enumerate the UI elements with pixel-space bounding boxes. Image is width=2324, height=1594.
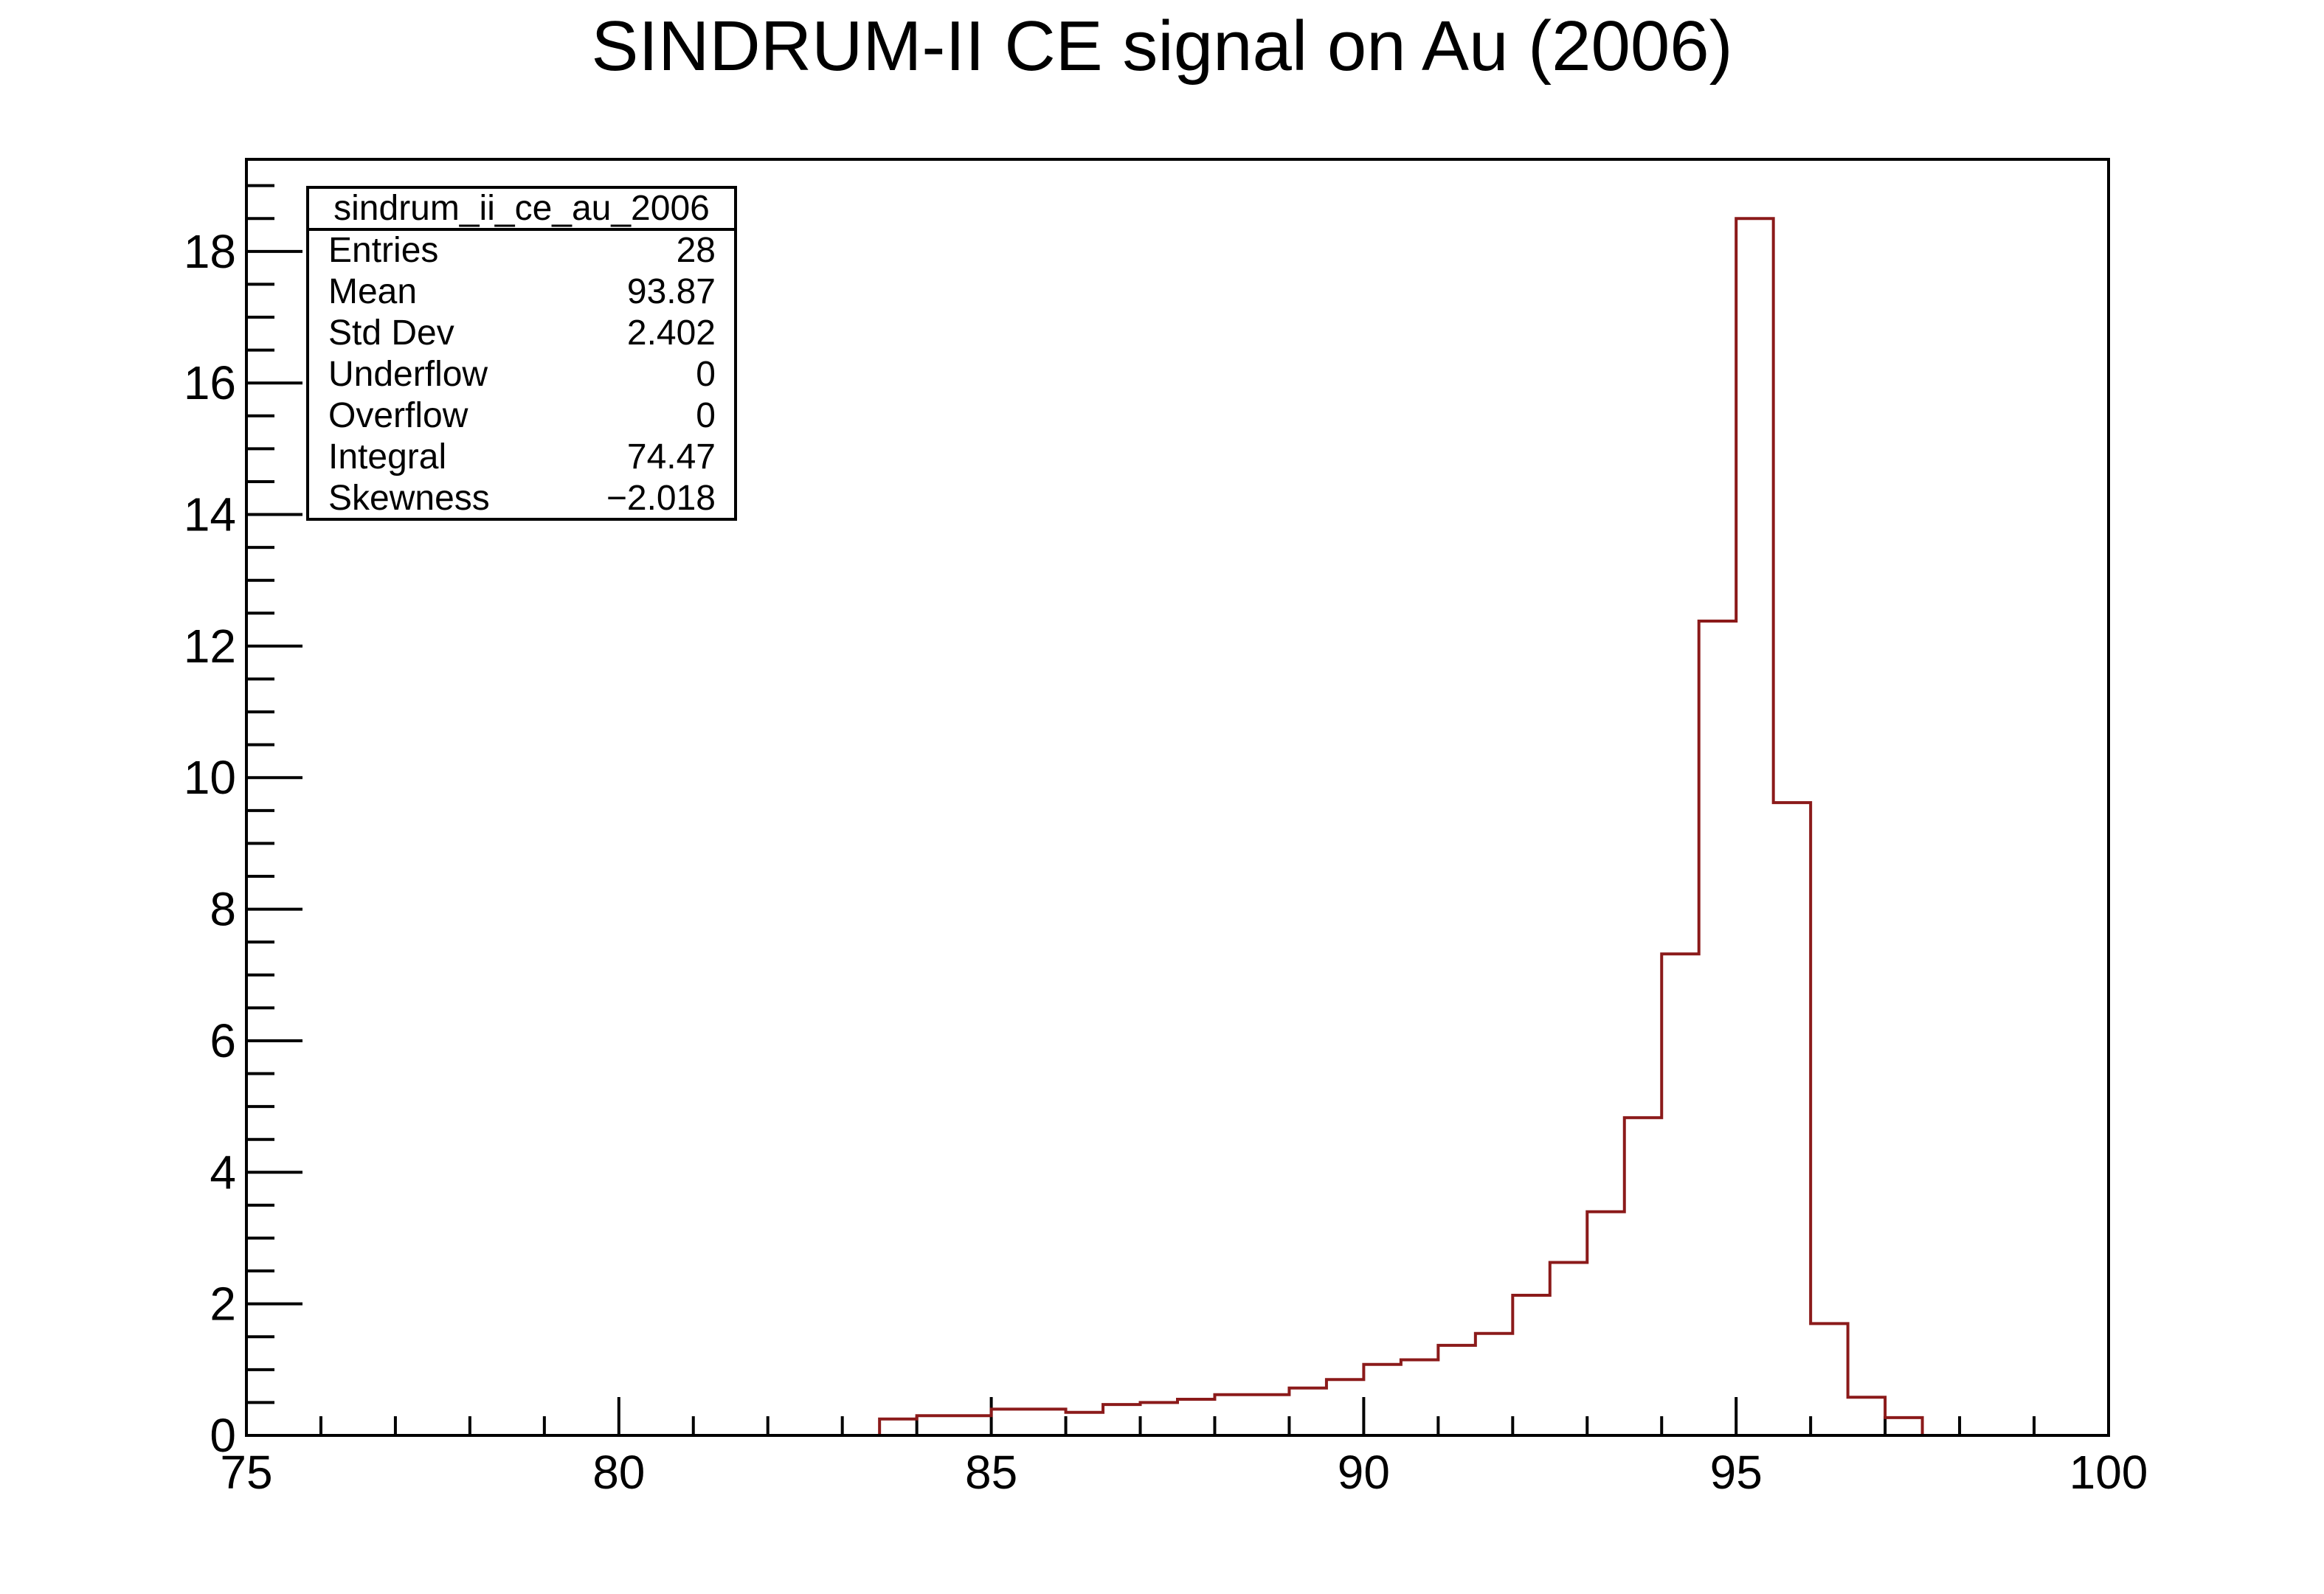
histogram-bin	[992, 1409, 1028, 1435]
stats-row-value: 28	[677, 231, 716, 270]
histogram-bin	[1028, 1409, 1065, 1435]
histogram-bars	[879, 218, 1922, 1435]
stats-box-name: sindrum_ii_ce_au_2006	[333, 189, 710, 228]
stats-row-value: 0	[696, 396, 716, 435]
y-tick-label: 8	[210, 883, 236, 936]
stats-box: sindrum_ii_ce_au_2006 Entries 28 Mean 93.87…	[306, 186, 737, 521]
histogram-bin	[1625, 1117, 1661, 1435]
x-tick-label: 80	[592, 1446, 645, 1499]
histogram-bin	[1401, 1359, 1438, 1435]
stats-row-label: Std Dev	[328, 313, 454, 353]
stats-row-value: 2.402	[627, 313, 716, 353]
stats-row-value: −2.018	[606, 479, 716, 518]
axes: 75 80 85 90 95 100 0 2 4 6 8 10 12 14 16 18	[184, 184, 2148, 1499]
histogram-bin	[1289, 1388, 1326, 1435]
histogram-bin	[917, 1415, 954, 1435]
stats-row-label: Underflow	[328, 355, 488, 394]
stats-row-value: 74.47	[627, 437, 716, 477]
y-tick-label: 2	[210, 1278, 236, 1331]
histogram-bin	[1141, 1402, 1177, 1435]
histogram-bin	[1550, 1262, 1587, 1435]
stats-row-value: 0	[696, 355, 716, 394]
stats-row-label: Integral	[328, 437, 446, 477]
plot-frame	[245, 158, 2110, 1437]
stats-box-rows: Entries 28 Mean 93.87 Std Dev 2.402 Underflow 0…	[328, 231, 716, 518]
y-tick-label: 0	[210, 1409, 236, 1462]
histogram-bin	[1512, 1295, 1549, 1435]
stats-row-label: Mean	[328, 272, 417, 311]
histogram-bin	[1885, 1418, 1922, 1435]
y-tick-label: 14	[184, 488, 236, 541]
histogram-bin	[1103, 1404, 1140, 1435]
histogram-bin	[1848, 1397, 1885, 1435]
histogram-bin	[1736, 218, 1773, 1435]
x-tick-label: 100	[2069, 1446, 2148, 1499]
y-tick-label: 10	[184, 751, 236, 804]
histogram-bin	[1363, 1365, 1400, 1435]
stats-row-label: Skewness	[328, 479, 490, 518]
histogram-bin	[1476, 1334, 1512, 1435]
histogram-bin	[1214, 1395, 1251, 1435]
histogram-bin	[1327, 1379, 1363, 1435]
y-tick-label: 6	[210, 1014, 236, 1067]
histogram-bin	[1811, 1323, 1847, 1435]
stats-row-label: Overflow	[328, 396, 468, 435]
y-tick-label: 12	[184, 620, 236, 673]
histogram-bin	[954, 1415, 991, 1435]
x-tick-label: 90	[1338, 1446, 1390, 1499]
histogram-bin	[1438, 1345, 1475, 1435]
histogram-bin	[1699, 621, 1736, 1435]
y-tick-label: 16	[184, 356, 236, 409]
chart-title: SINDRUM-II CE signal on Au (2006)	[591, 7, 1732, 86]
stats-box-frame	[306, 186, 737, 521]
histogram-bin	[1661, 954, 1698, 1435]
x-tick-label: 95	[1710, 1446, 1763, 1499]
histogram-outline	[878, 217, 1924, 1435]
y-tick-label: 4	[210, 1146, 236, 1199]
stats-row-value: 93.87	[627, 272, 716, 311]
histogram-bin	[1774, 803, 1811, 1435]
histogram-bin	[1252, 1395, 1289, 1435]
histogram-bin	[1177, 1399, 1214, 1435]
x-tick-label: 85	[965, 1446, 1017, 1499]
y-tick-label: 18	[184, 225, 236, 278]
stats-row-label: Entries	[328, 231, 438, 270]
x-tick-label: 75	[220, 1446, 272, 1499]
histogram-bin	[1066, 1413, 1103, 1435]
histogram-bin	[879, 1419, 916, 1435]
histogram-bin	[1587, 1212, 1624, 1435]
